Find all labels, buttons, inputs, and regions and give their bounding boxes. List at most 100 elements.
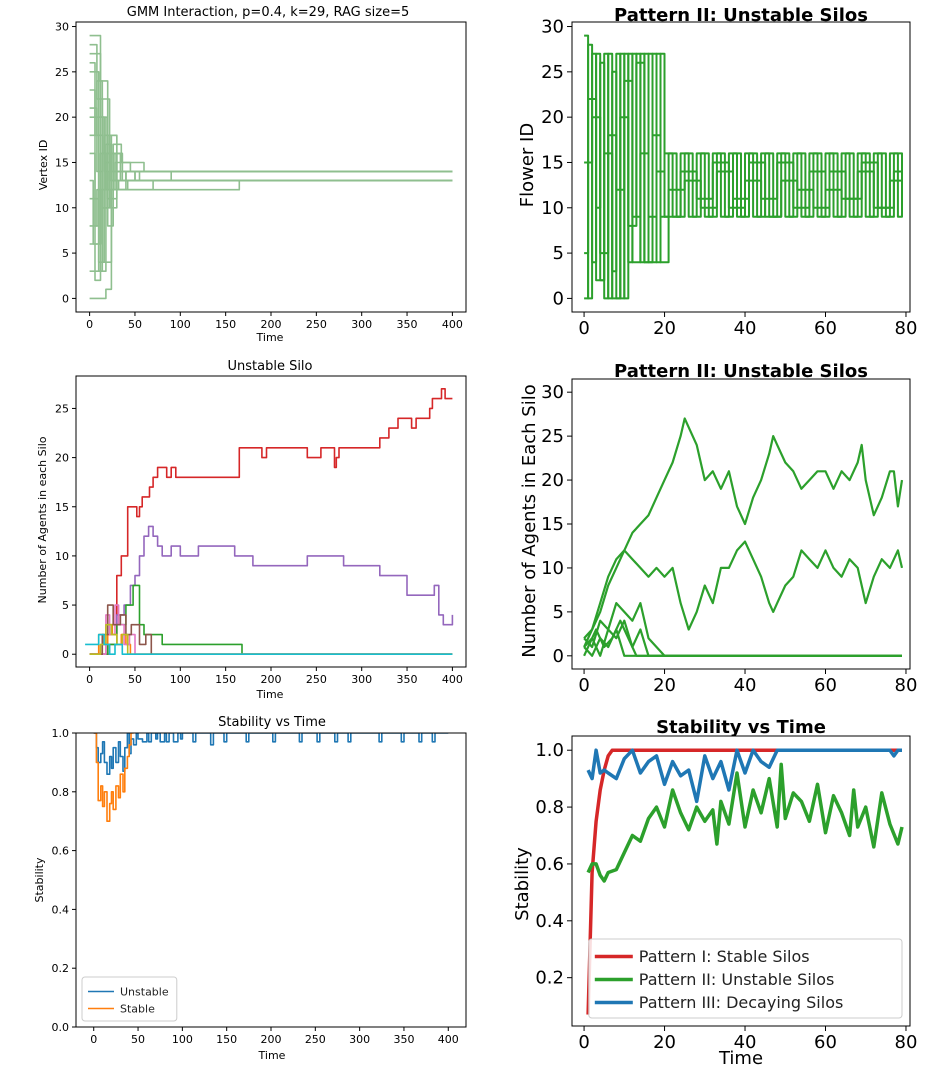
series-line-stable bbox=[93, 733, 134, 822]
y-axis-label: Vertex ID bbox=[37, 140, 50, 191]
y-tick-label: 0.0 bbox=[52, 1021, 70, 1034]
x-tick-label: 50 bbox=[128, 318, 142, 331]
plot-frame bbox=[571, 21, 911, 313]
series-line-1 bbox=[89, 34, 453, 182]
y-axis-label: Stability bbox=[512, 847, 533, 921]
y-tick-label: 20 bbox=[55, 111, 69, 124]
y-tick-label: 10 bbox=[541, 198, 564, 219]
y-tick-label: 0.6 bbox=[535, 854, 564, 875]
x-tick-label: 100 bbox=[170, 673, 191, 686]
y-tick-label: 10 bbox=[55, 550, 69, 563]
y-tick-label: 0 bbox=[62, 292, 69, 305]
x-axis-label: Time bbox=[256, 688, 284, 701]
x-tick-label: 250 bbox=[305, 1033, 326, 1046]
series-line-1 bbox=[583, 417, 904, 639]
x-tick-label: 0 bbox=[90, 1033, 97, 1046]
x-tick-label: 350 bbox=[393, 1033, 414, 1046]
x-tick-label: 200 bbox=[261, 1033, 282, 1046]
chart-title: Pattern II: Unstable Silos bbox=[614, 5, 868, 26]
x-tick-label: 400 bbox=[438, 1033, 459, 1046]
chart-1: 0 50 100 150 200 250 300 350 400 0 5 10 15 20 25 30 bbox=[55, 21, 467, 331]
series-line-3 bbox=[89, 52, 453, 173]
x-tick-label: 60 bbox=[814, 1032, 837, 1053]
legend-label: Pattern II: Unstable Silos bbox=[639, 970, 835, 989]
legend-label: Pattern III: Decaying Silos bbox=[639, 993, 844, 1012]
plot-frame bbox=[75, 375, 467, 668]
x-tick-label: 150 bbox=[215, 673, 236, 686]
legend: Pattern I: Stable Silos Pattern II: Unsta… bbox=[588, 938, 903, 1019]
y-tick-label: 10 bbox=[541, 558, 564, 579]
x-tick-label: 80 bbox=[895, 675, 918, 696]
x-axis-label: Time bbox=[718, 1048, 763, 1069]
y-tick-label: 0 bbox=[553, 646, 564, 667]
chart-4: 0 20 40 60 80 0 5 10 15 20 25 30 bbox=[541, 378, 918, 696]
series-line-3 bbox=[583, 602, 902, 657]
series-group bbox=[584, 34, 903, 300]
series-line-6 bbox=[583, 628, 902, 657]
x-tick-label: 0 bbox=[578, 675, 589, 696]
x-tick-label: 100 bbox=[170, 318, 191, 331]
y-tick-label: 0.4 bbox=[535, 911, 564, 932]
y-tick-label: 0.4 bbox=[52, 903, 70, 916]
y-tick-label: 0.8 bbox=[535, 797, 564, 818]
series-line-16 bbox=[89, 152, 453, 300]
y-tick-label: 20 bbox=[55, 452, 69, 465]
series-line-4 bbox=[89, 62, 453, 209]
series-group bbox=[89, 34, 453, 300]
x-tick-label: 250 bbox=[306, 673, 327, 686]
x-tick-label: 350 bbox=[397, 673, 418, 686]
y-tick-label: 5 bbox=[62, 247, 69, 260]
y-tick-label: 5 bbox=[553, 602, 564, 623]
panel-pattern-ii-flower: Pattern II: Unstable Silos Flower ID bbox=[517, 5, 868, 207]
x-tick-label: 300 bbox=[349, 1033, 370, 1046]
x-tick-label: 300 bbox=[351, 673, 372, 686]
x-tick-label: 250 bbox=[306, 318, 327, 331]
x-tick-label: 100 bbox=[172, 1033, 193, 1046]
y-tick-label: 0.8 bbox=[52, 786, 70, 799]
x-tick-label: 150 bbox=[215, 318, 236, 331]
series-line-2 bbox=[583, 540, 904, 648]
y-tick-label: 25 bbox=[55, 402, 69, 415]
x-tick-label: 0 bbox=[86, 673, 93, 686]
panel-stability-left: Stability vs Time Time Stability bbox=[33, 715, 326, 1062]
x-tick-label: 40 bbox=[734, 1032, 757, 1053]
chart-3: 0 50 100 150 200 250 300 350 400 0 5 10 15 20 25 bbox=[55, 375, 467, 686]
series-line-6 bbox=[89, 89, 453, 227]
series-group bbox=[85, 388, 454, 655]
y-tick-label: 5 bbox=[62, 599, 69, 612]
legend-label: Unstable bbox=[120, 985, 169, 998]
y-tick-label: 30 bbox=[55, 21, 69, 34]
y-tick-label: 20 bbox=[541, 470, 564, 491]
x-tick-label: 400 bbox=[442, 318, 463, 331]
series-line-4 bbox=[584, 61, 903, 300]
x-tick-label: 200 bbox=[261, 318, 282, 331]
chart-title: GMM Interaction, p=0.4, k=29, RAG size=5 bbox=[127, 5, 410, 20]
y-tick-label: 0 bbox=[62, 648, 69, 661]
x-tick-label: 80 bbox=[895, 318, 918, 339]
x-tick-label: 60 bbox=[814, 318, 837, 339]
series-group bbox=[93, 733, 449, 822]
series-line-15 bbox=[89, 134, 453, 272]
legend-label: Pattern I: Stable Silos bbox=[639, 947, 810, 966]
x-tick-label: 0 bbox=[578, 318, 589, 339]
x-tick-label: 300 bbox=[351, 318, 372, 331]
series-group bbox=[586, 748, 904, 1015]
x-tick-label: 40 bbox=[734, 318, 757, 339]
series-line-unstable bbox=[93, 733, 449, 775]
series-group bbox=[583, 417, 904, 657]
y-tick-label: 15 bbox=[55, 501, 69, 514]
series-line-12 bbox=[89, 161, 453, 272]
series-line-pattern-iii-decaying-silos bbox=[586, 748, 902, 804]
series-line-6 bbox=[89, 604, 453, 655]
y-axis-label: Number of Agents in each Silo bbox=[36, 436, 49, 603]
x-tick-label: 20 bbox=[653, 675, 676, 696]
plot-frame bbox=[571, 735, 911, 1027]
y-tick-label: 0 bbox=[553, 288, 564, 309]
series-line-1 bbox=[89, 388, 453, 655]
plot-frame bbox=[75, 21, 467, 313]
y-axis-label: Number of Agents in Each Silo bbox=[519, 384, 540, 657]
y-tick-label: 1.0 bbox=[52, 727, 70, 740]
x-tick-label: 50 bbox=[131, 1033, 145, 1046]
x-tick-label: 0 bbox=[578, 1032, 589, 1053]
y-tick-label: 15 bbox=[541, 514, 564, 535]
